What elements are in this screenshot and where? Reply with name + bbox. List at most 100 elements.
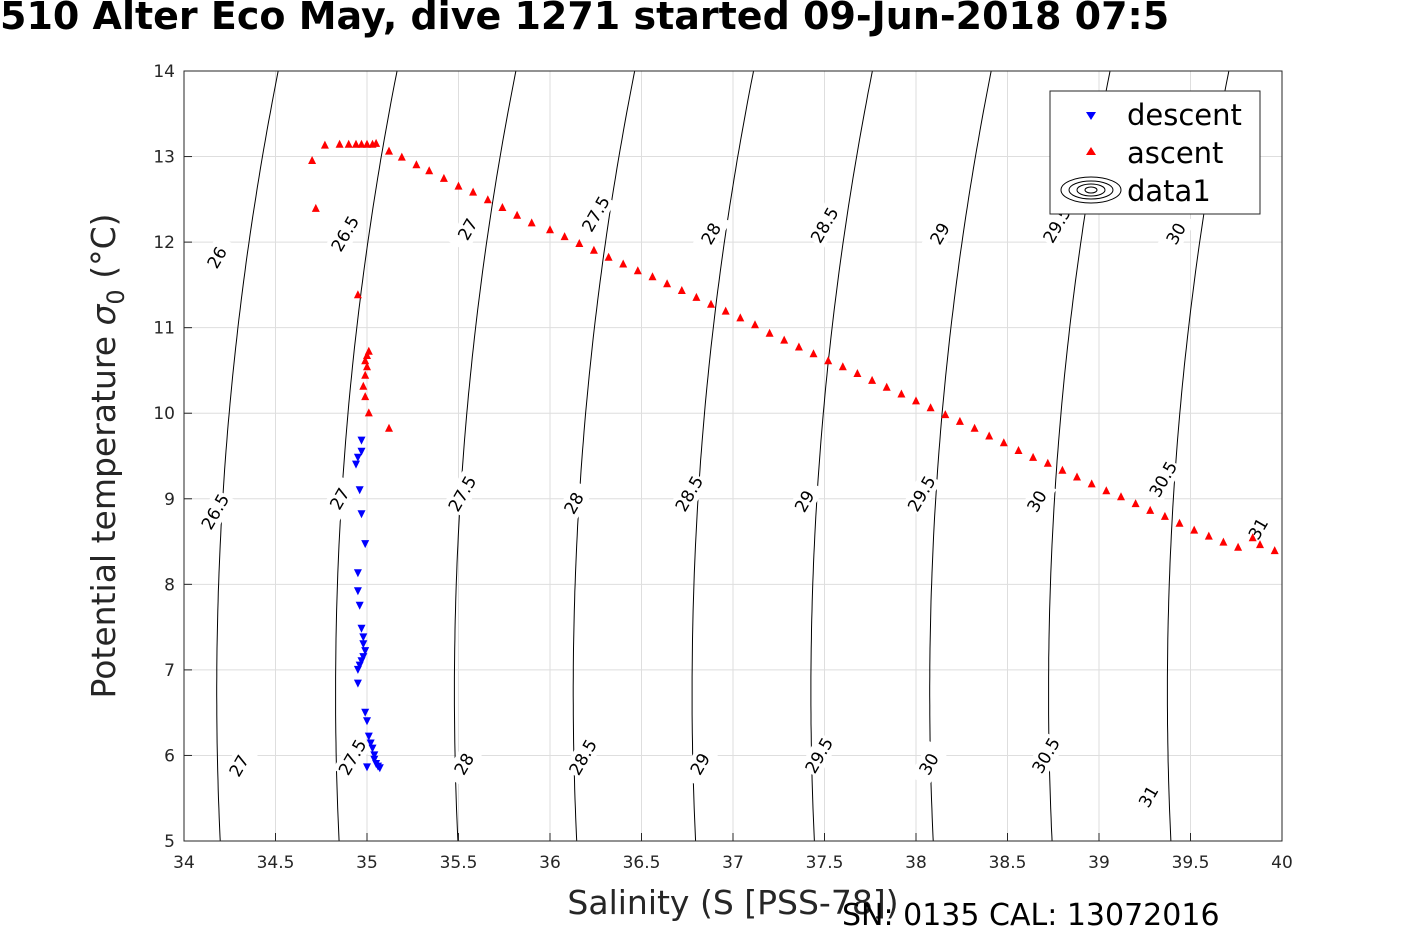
ascent-point [955,416,964,425]
ascent-point [439,173,448,182]
ascent-point [513,210,522,219]
descent-point [359,640,368,649]
descent-point [353,665,362,674]
ascent-point [970,423,979,432]
contour-label: 27 [219,742,259,789]
contour-label: 26.5 [195,488,235,535]
contour-label-gap [784,478,824,525]
contour-label-gap [680,741,720,787]
ascent-point [1248,533,1257,542]
contour-label: 30 [1017,478,1057,525]
y-tick-label: 13 [153,148,175,168]
contour-label: 26 [197,234,237,281]
ascent-point [454,181,463,190]
descent-point [357,657,366,666]
x-tick-label: 34 [173,853,195,873]
descent-point [355,661,364,670]
legend-data1-label: data1 [1127,174,1211,208]
contour-label-gap [691,210,731,257]
ascent-point [912,396,920,405]
ascent-point [897,389,906,398]
ascent-point [1219,537,1228,546]
ascent-point [707,299,715,308]
descent-point [363,763,371,772]
x-tick-label: 36.5 [623,853,661,873]
legend-descent-marker [1086,112,1096,120]
y-axis-label-main: Potential temperature [84,326,123,699]
descent-point [353,453,362,462]
contour-label-gap [320,475,360,522]
contour-label-gap [669,470,709,517]
contour-label: 27 [448,206,488,253]
contour-line [572,71,636,841]
contour-label-gap [1238,505,1278,552]
legend: descent ascent data1 [1049,90,1261,215]
ascent-point [1014,446,1023,454]
descent-point [355,601,364,610]
axis-ticks: 34 34.5 35 35.5 36 36.5 37 37.5 38 38.5 39 39.5 40 5 6… [153,62,1292,873]
y-axis-label-sigma: σ [84,304,123,326]
ascent-point [1043,458,1052,467]
ascent-point [364,346,373,355]
ascent-point [780,335,789,344]
descent-point [375,764,384,773]
contour-label-gap [901,470,942,517]
ascent-point [1117,492,1125,501]
ascent-point [1256,540,1264,549]
ascent-point [619,259,628,268]
y-tick-label: 12 [153,233,175,253]
ascent-point [357,139,366,148]
ascent-point [941,410,950,419]
ascent-point [1102,486,1111,495]
descent-point [359,633,368,642]
calibration-footer: SN: 0135 CAL: 13072016 [842,898,1220,933]
ascent-point [794,342,803,351]
contour-label: 30.5 [1143,456,1183,502]
ascent-point [372,138,381,147]
ascent-point [425,166,434,175]
x-tick-label: 37.5 [806,853,844,873]
legend-contour-marker [1060,176,1122,204]
ascent-point [751,320,759,329]
contour-label-gap [442,470,482,517]
ascent-point [838,362,847,371]
chart-title: 510 Alter Eco May, dive 1271 started 09-… [0,0,1170,38]
ascent-point [633,266,642,275]
ascent-point [527,218,536,227]
contour-label-gap [804,202,845,248]
x-tick-label: 39 [1088,853,1110,873]
contour-label-gap [1128,773,1168,820]
legend-descent-label: descent [1127,98,1242,132]
x-tick-label: 38 [905,853,927,873]
contour-label: 29 [920,210,960,257]
ascent-point [985,431,994,440]
ascent-point [1073,472,1081,481]
y-tick-label: 8 [164,575,175,595]
ascent-point [359,381,368,390]
contour-label: 28 [444,741,484,787]
contour-label-gap [920,210,960,257]
x-tick-label: 38.5 [989,853,1027,873]
contour-label-gap [576,191,616,237]
contour-label-gap [563,734,603,781]
ascent-point [335,139,344,148]
contour-label-gap [219,742,259,789]
descent-point [357,447,366,456]
contour-label: 27.5 [442,470,482,517]
descent-point [353,679,362,688]
descent-point [353,569,362,578]
contour-label-gap [195,488,235,535]
data-points [308,138,1279,773]
ascent-point [364,408,373,417]
ascent-point [498,203,507,211]
contour-line [216,71,279,841]
descent-point [353,587,362,596]
contour-label-gap [448,206,488,253]
ascent-point [1190,525,1199,534]
contour-label: 30 [909,741,949,787]
ascent-point [1029,452,1038,461]
contour-label-gap [1156,210,1196,257]
contour-label-gap [1017,478,1057,525]
ascent-point [604,252,613,261]
